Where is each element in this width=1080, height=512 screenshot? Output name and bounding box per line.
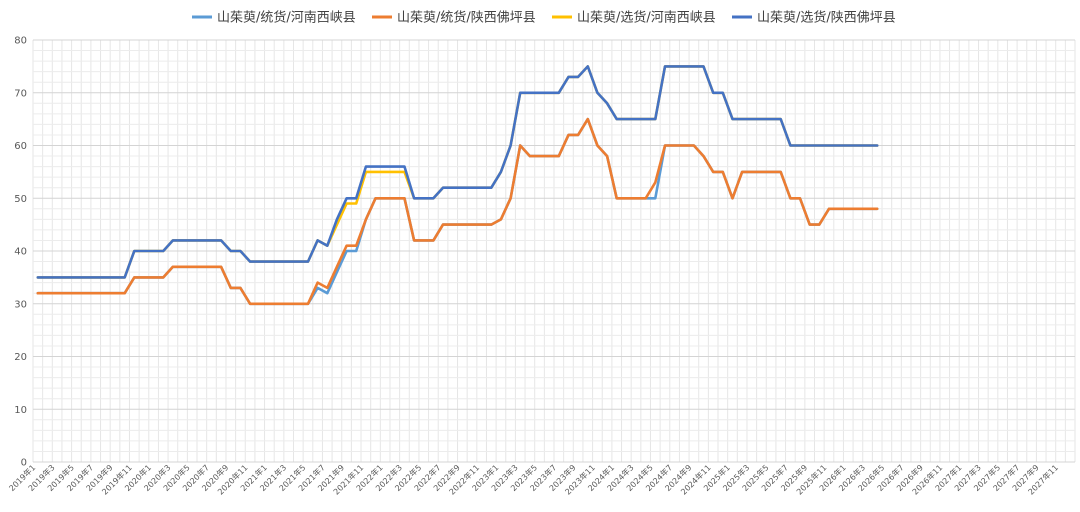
y-tick-label: 60 bbox=[14, 141, 27, 152]
legend-label: 山茱萸/选货/河南西峡县 bbox=[577, 10, 716, 26]
y-tick-label: 0 bbox=[21, 458, 27, 469]
y-tick-label: 30 bbox=[14, 299, 27, 310]
gridlines bbox=[32, 39, 1076, 463]
y-tick-label: 10 bbox=[14, 405, 27, 416]
legend-label: 山茱萸/统货/河南西峡县 bbox=[217, 10, 356, 26]
legend: 山茱萸/统货/河南西峡县 山茱萸/统货/陕西佛坪县 山茱萸/选货/河南西峡县 山茱萸/… bbox=[192, 10, 896, 26]
series-lines bbox=[36, 65, 879, 306]
series-line-2 bbox=[36, 117, 879, 306]
y-tick-label: 20 bbox=[14, 352, 27, 363]
y-tick-label: 40 bbox=[14, 247, 27, 258]
legend-label: 山茱萸/选货/陕西佛坪县 bbox=[757, 10, 896, 26]
y-tick-label: 80 bbox=[14, 36, 27, 47]
legend-label: 山茱萸/统货/陕西佛坪县 bbox=[397, 10, 536, 26]
series-line-4 bbox=[36, 65, 879, 279]
y-tick-label: 70 bbox=[14, 88, 27, 99]
y-tick-label: 50 bbox=[14, 194, 27, 205]
axes: 010203040506070802019年12019年32019年52019年… bbox=[7, 36, 1060, 497]
